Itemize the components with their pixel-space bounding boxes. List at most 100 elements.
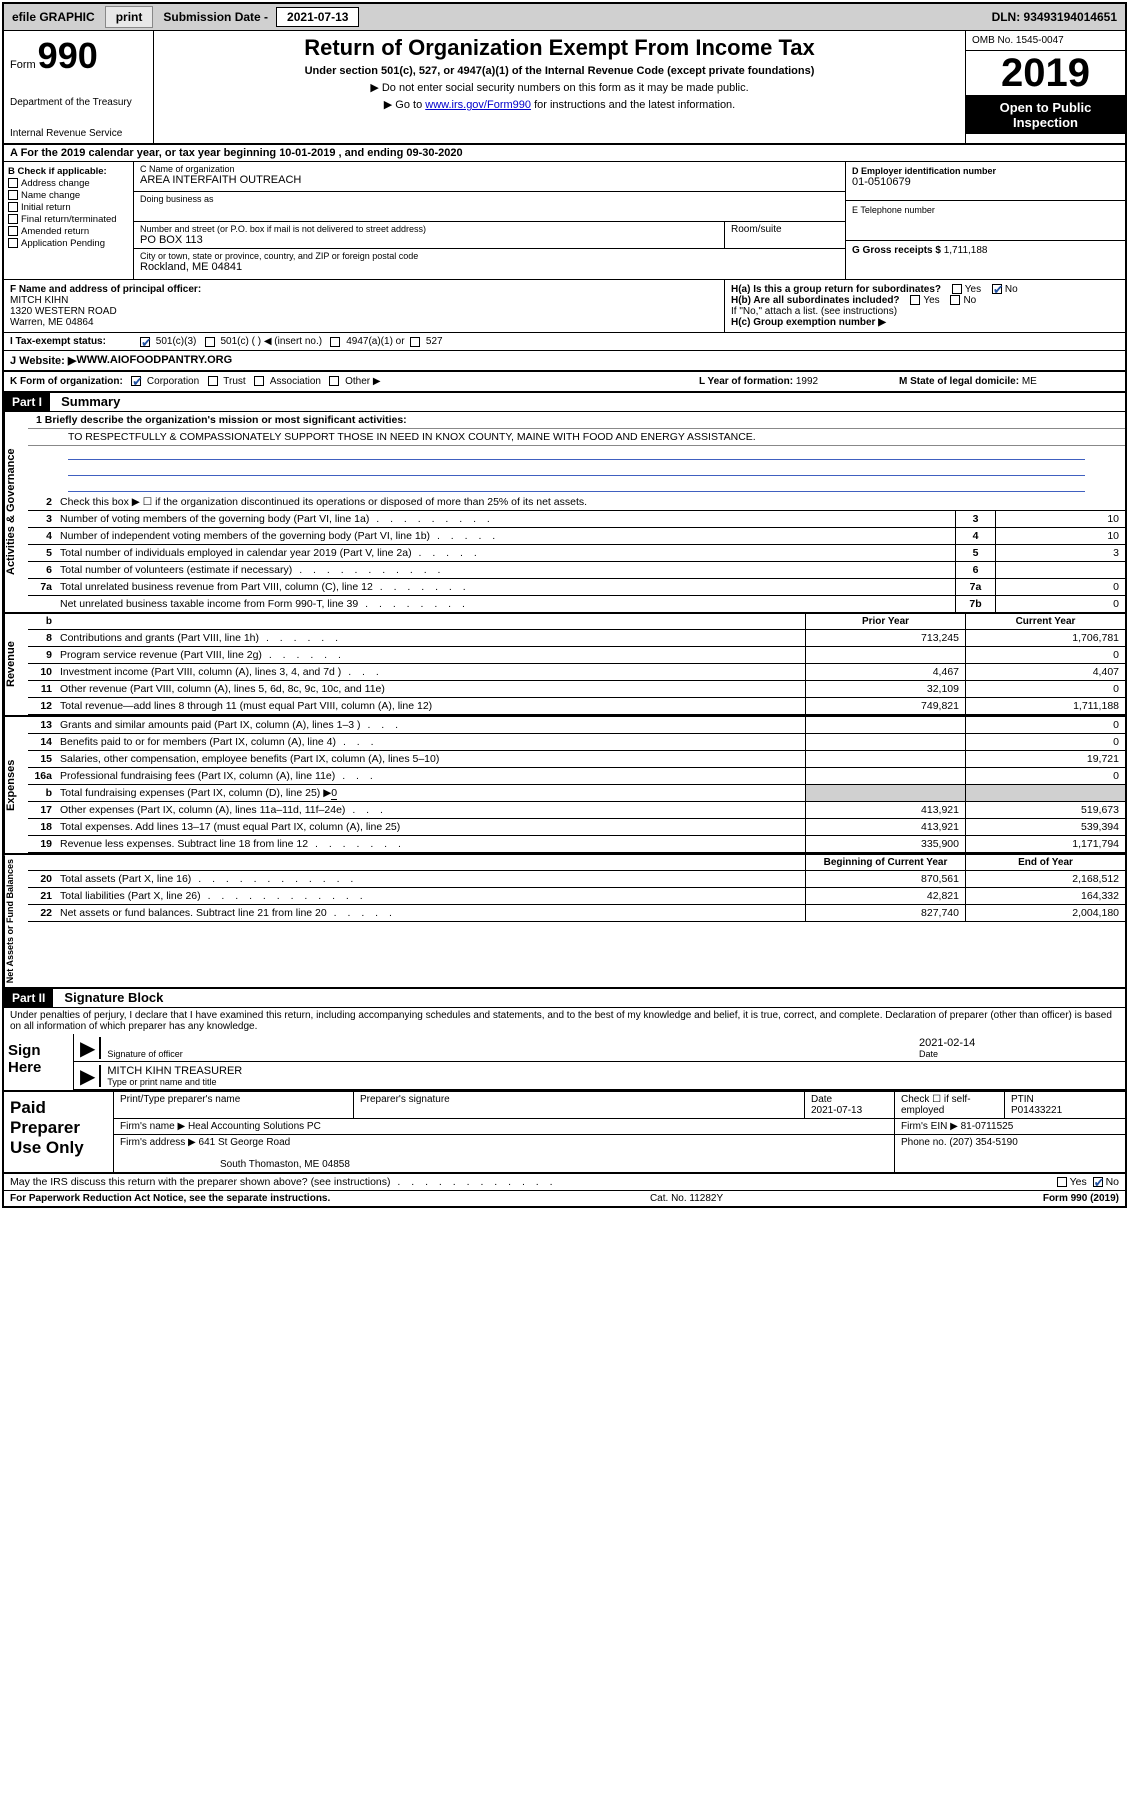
chk-4947[interactable] [330, 337, 340, 347]
officer-addr1: 1320 WESTERN ROAD [10, 306, 718, 317]
prep-date: 2021-07-13 [811, 1105, 862, 1116]
org-city: Rockland, ME 04841 [140, 261, 839, 273]
entity-block: B Check if applicable: Address change Na… [4, 162, 1125, 280]
efile-label: efile GRAPHIC [4, 7, 103, 27]
officer-group-row: F Name and address of principal officer:… [4, 280, 1125, 333]
sign-here-block: Sign Here ▶ Signature of officer 2021-02… [4, 1034, 1125, 1092]
l14-curr: 0 [965, 734, 1125, 750]
arrow-icon: ▶ [80, 1067, 95, 1087]
l9-curr: 0 [965, 647, 1125, 663]
l8-curr: 1,706,781 [965, 630, 1125, 646]
l21-boy: 42,821 [805, 888, 965, 904]
chk-initial-return[interactable] [8, 202, 18, 212]
chk-assoc[interactable] [254, 376, 264, 386]
tax-status-row: I Tax-exempt status: 501(c)(3) 501(c) ( … [4, 333, 1125, 351]
governance-tab: Activities & Governance [4, 412, 28, 612]
room-suite-label: Room/suite [725, 222, 845, 248]
gross-receipts: 1,711,188 [944, 245, 988, 256]
firm-addr1: 641 St George Road [199, 1137, 291, 1148]
officer-name: MITCH KIHN [10, 295, 718, 306]
ein: 01-0510679 [852, 176, 1119, 188]
l17-prior: 413,921 [805, 802, 965, 818]
chk-501c3[interactable] [140, 337, 150, 347]
l5-val: 3 [995, 545, 1125, 561]
l16b-val: 0 [331, 787, 337, 800]
l13-curr: 0 [965, 717, 1125, 733]
l10-prior: 4,467 [805, 664, 965, 680]
discuss-row: May the IRS discuss this return with the… [4, 1174, 1125, 1191]
revenue-tab: Revenue [4, 614, 28, 715]
open-inspection: Open to Public Inspection [966, 96, 1125, 134]
l22-eoy: 2,004,180 [965, 905, 1125, 921]
arrow-icon: ▶ [80, 1039, 95, 1059]
chk-527[interactable] [410, 337, 420, 347]
chk-ha-yes[interactable] [952, 284, 962, 294]
org-name: AREA INTERFAITH OUTREACH [140, 174, 839, 186]
box-c: C Name of organization AREA INTERFAITH O… [134, 162, 845, 279]
form-of-org-row: K Form of organization: Corporation Trus… [4, 372, 1125, 393]
l16a-prior [805, 768, 965, 784]
officer-addr2: Warren, ME 04864 [10, 317, 718, 328]
dba-label: Doing business as [140, 194, 839, 204]
ptin: P01433221 [1011, 1105, 1062, 1116]
website-row: J Website: ▶ WWW.AIOFOODPANTRY.ORG [4, 351, 1125, 372]
l7a-val: 0 [995, 579, 1125, 595]
chk-trust[interactable] [208, 376, 218, 386]
dln: DLN: 93493194014651 [984, 7, 1125, 27]
l19-prior: 335,900 [805, 836, 965, 852]
chk-name-change[interactable] [8, 190, 18, 200]
chk-hb-no[interactable] [950, 295, 960, 305]
form-title: Return of Organization Exempt From Incom… [162, 35, 957, 61]
chk-other[interactable] [329, 376, 339, 386]
l16a-curr: 0 [965, 768, 1125, 784]
state-domicile: ME [1022, 376, 1037, 387]
l20-boy: 870,561 [805, 871, 965, 887]
chk-final-return[interactable] [8, 214, 18, 224]
irs-link[interactable]: www.irs.gov/Form990 [425, 99, 531, 111]
penalty-statement: Under penalties of perjury, I declare th… [4, 1008, 1125, 1034]
form-header: Form 990 Department of the Treasury Inte… [4, 31, 1125, 145]
submission-date: 2021-07-13 [276, 7, 359, 27]
sign-here-label: Sign Here [4, 1034, 74, 1090]
l14-prior [805, 734, 965, 750]
sign-date: 2021-02-14 [919, 1037, 1119, 1049]
l7b-val: 0 [995, 596, 1125, 612]
chk-hb-yes[interactable] [910, 295, 920, 305]
l9-prior [805, 647, 965, 663]
l10-curr: 4,407 [965, 664, 1125, 680]
l11-prior: 32,109 [805, 681, 965, 697]
chk-discuss-yes[interactable] [1057, 1177, 1067, 1187]
netassets-tab: Net Assets or Fund Balances [4, 855, 28, 987]
blank-line [68, 462, 1085, 476]
l18-curr: 539,394 [965, 819, 1125, 835]
firm-name: Heal Accounting Solutions PC [188, 1121, 321, 1132]
chk-discuss-no[interactable] [1093, 1177, 1103, 1187]
print-button[interactable]: print [105, 6, 154, 28]
chk-address-change[interactable] [8, 178, 18, 188]
footer-row: For Paperwork Reduction Act Notice, see … [4, 1191, 1125, 1206]
l4-val: 10 [995, 528, 1125, 544]
box-b: B Check if applicable: Address change Na… [4, 162, 134, 279]
chk-corp[interactable] [131, 376, 141, 386]
chk-pending[interactable] [8, 238, 18, 248]
firm-addr2: South Thomaston, ME 04858 [120, 1159, 350, 1170]
governance-section: Activities & Governance 1 Briefly descri… [4, 412, 1125, 614]
firm-phone: (207) 354-5190 [949, 1137, 1017, 1148]
cat-no: Cat. No. 11282Y [330, 1193, 1043, 1204]
l12-curr: 1,711,188 [965, 698, 1125, 714]
part1-header: Part I Summary [4, 393, 1125, 412]
form-word: Form [10, 59, 36, 71]
box-h: H(a) Is this a group return for subordin… [725, 280, 1125, 332]
l19-curr: 1,171,794 [965, 836, 1125, 852]
form-subtitle: Under section 501(c), 527, or 4947(a)(1)… [162, 65, 957, 77]
omb-number: OMB No. 1545-0047 [966, 31, 1125, 51]
chk-amended[interactable] [8, 226, 18, 236]
l3-val: 10 [995, 511, 1125, 527]
tax-year: 2019 [966, 51, 1125, 96]
box-f: F Name and address of principal officer:… [4, 280, 725, 332]
org-street: PO BOX 113 [140, 234, 718, 246]
chk-ha-no[interactable] [992, 284, 1002, 294]
box-d-e-g: D Employer identification number 01-0510… [845, 162, 1125, 279]
chk-501c[interactable] [205, 337, 215, 347]
l18-prior: 413,921 [805, 819, 965, 835]
